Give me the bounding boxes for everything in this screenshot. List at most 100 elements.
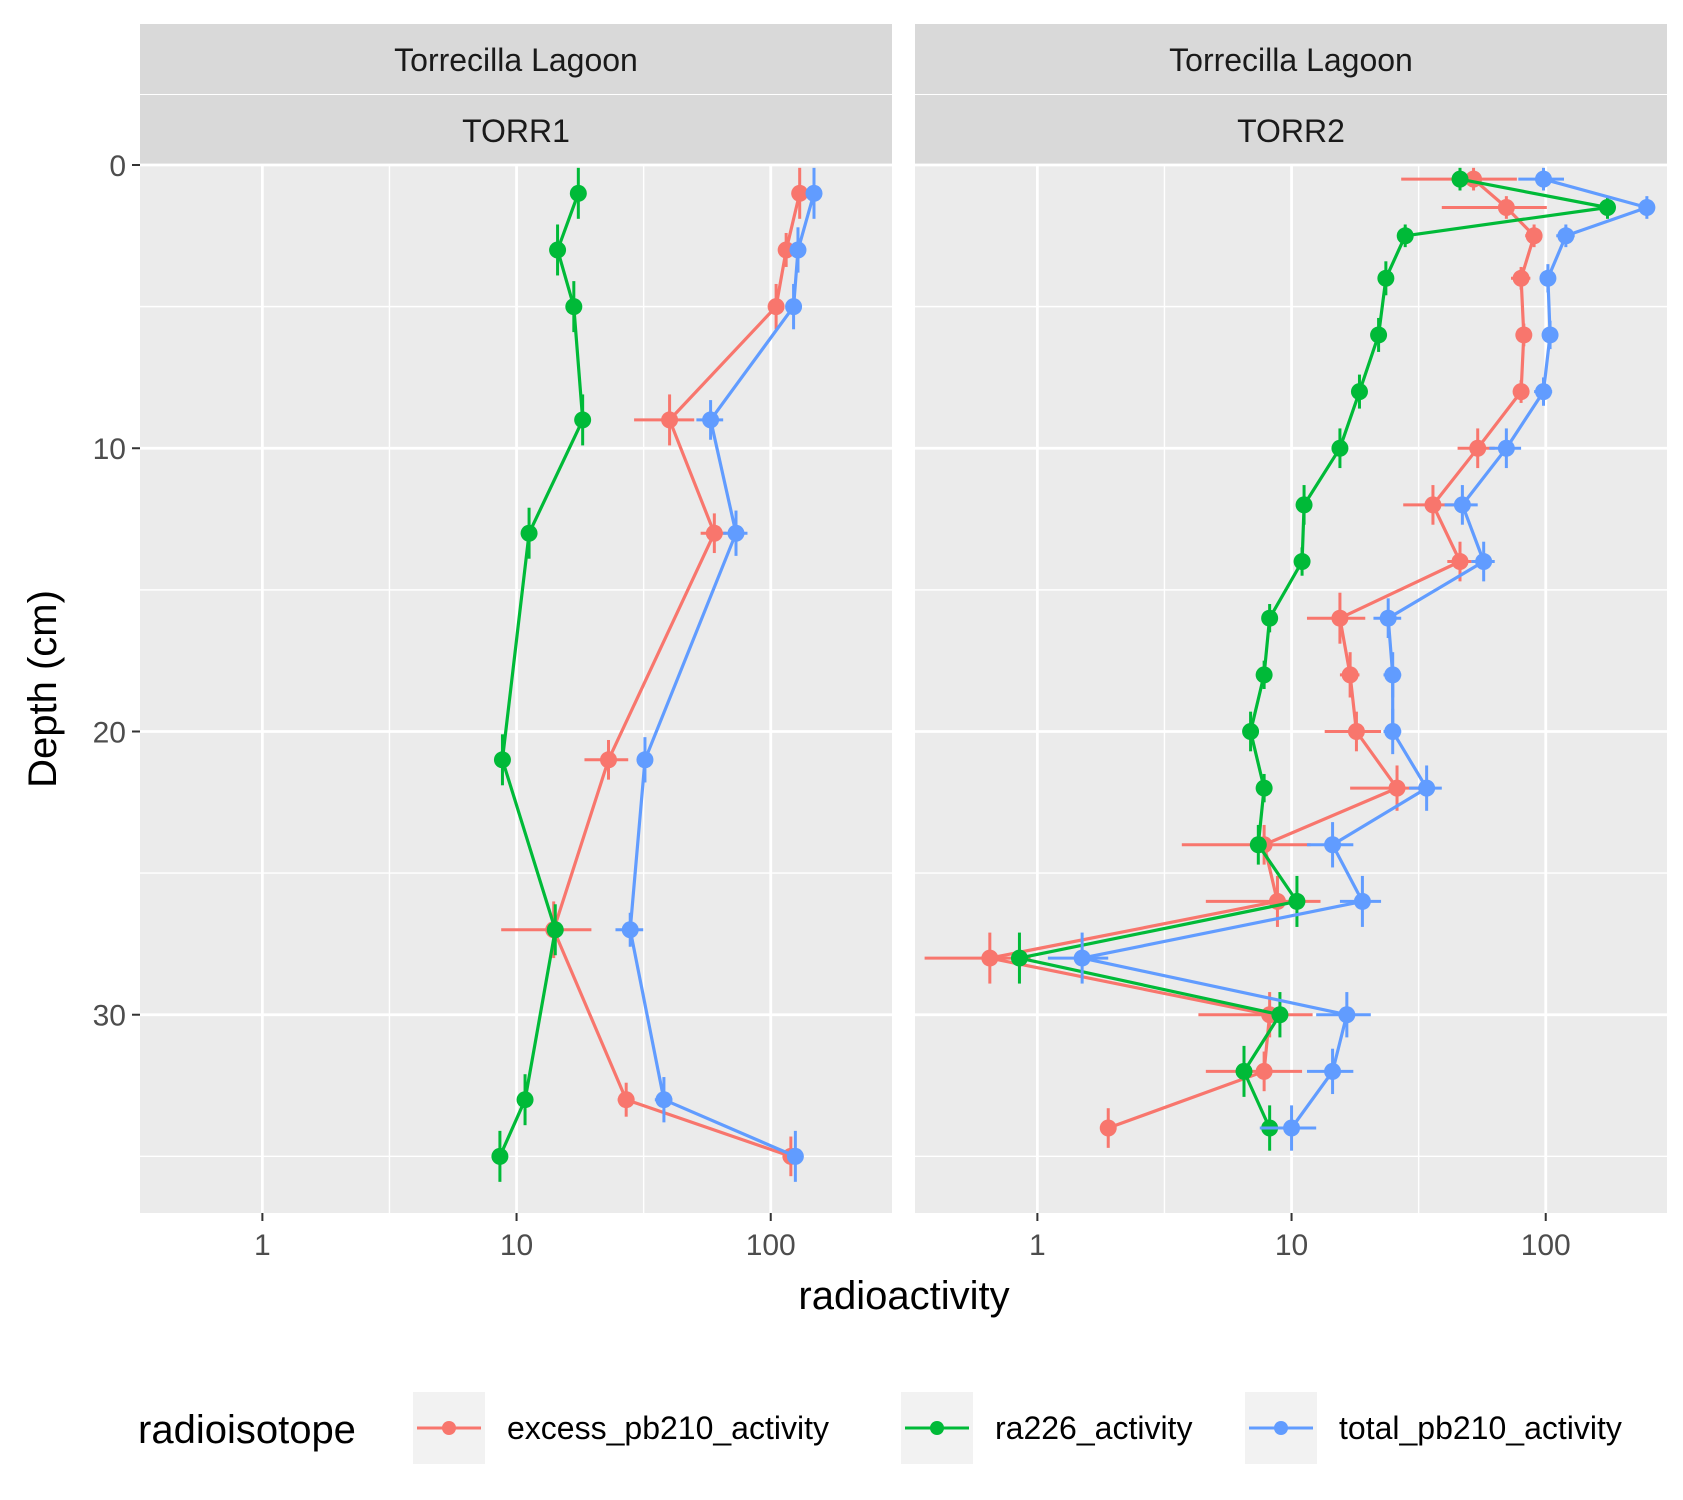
data-point bbox=[789, 227, 807, 273]
point-marker bbox=[1451, 553, 1469, 571]
point-marker bbox=[1638, 198, 1656, 216]
point-marker bbox=[785, 298, 803, 316]
x-tick-100: 100 bbox=[746, 1213, 796, 1262]
x-tick-10: 10 bbox=[1275, 1213, 1308, 1262]
strip-bottom-background bbox=[140, 95, 892, 165]
data-point bbox=[1047, 932, 1109, 984]
point-marker bbox=[1010, 949, 1028, 967]
data-point bbox=[1306, 822, 1354, 868]
point-marker bbox=[1541, 326, 1559, 344]
point-marker bbox=[655, 1091, 673, 1109]
y-tick-30: 30 bbox=[93, 1000, 140, 1033]
panel-torr2: Torrecilla Lagoon TORR2 1 10 100 bbox=[915, 24, 1667, 1262]
series-marks bbox=[491, 167, 823, 1182]
legend-item-total-pb210: total_pb210_activity bbox=[1245, 1392, 1622, 1464]
y-tick-label: 0 bbox=[109, 150, 126, 183]
point-marker bbox=[805, 184, 823, 202]
data-point bbox=[1339, 875, 1382, 927]
x-axis-ticks: 1 10 100 bbox=[254, 1213, 796, 1262]
point-marker bbox=[1341, 666, 1359, 684]
data-point bbox=[785, 283, 803, 330]
point-marker bbox=[1384, 666, 1402, 684]
data-point bbox=[1510, 266, 1531, 290]
point-marker bbox=[1242, 722, 1260, 740]
legend-label: ra226_activity bbox=[995, 1410, 1192, 1446]
data-point bbox=[634, 394, 695, 446]
data-point bbox=[654, 1077, 673, 1123]
strip-bottom-label: TORR2 bbox=[1237, 113, 1345, 149]
point-marker bbox=[493, 751, 511, 769]
data-point bbox=[565, 281, 583, 333]
point-marker bbox=[661, 411, 679, 429]
data-point bbox=[516, 1074, 534, 1126]
data-point bbox=[1471, 541, 1495, 582]
legend-item-ra226: ra226_activity bbox=[901, 1392, 1192, 1464]
data-point bbox=[791, 167, 809, 219]
point-marker bbox=[1557, 227, 1575, 245]
point-marker bbox=[546, 921, 564, 939]
point-marker bbox=[1255, 666, 1273, 684]
data-point bbox=[584, 739, 629, 780]
point-marker bbox=[1525, 227, 1543, 245]
point-marker bbox=[1497, 198, 1515, 216]
x-tick-label: 100 bbox=[746, 1229, 796, 1262]
strip-top-background bbox=[140, 24, 892, 94]
x-tick-1: 1 bbox=[254, 1213, 271, 1262]
x-axis-ticks: 1 10 100 bbox=[1029, 1213, 1571, 1262]
point-marker bbox=[549, 241, 567, 259]
x-axis-title: radioactivity bbox=[798, 1274, 1009, 1318]
x-tick-label: 10 bbox=[500, 1229, 533, 1262]
data-point bbox=[1515, 323, 1533, 347]
data-point bbox=[1288, 875, 1306, 927]
point-marker bbox=[1451, 170, 1469, 188]
gridlines bbox=[140, 163, 892, 1213]
data-point bbox=[1339, 652, 1360, 698]
point-marker bbox=[1295, 496, 1313, 514]
data-point bbox=[1377, 261, 1395, 296]
point-marker bbox=[1324, 1062, 1342, 1080]
point-marker bbox=[1235, 1062, 1253, 1080]
data-point bbox=[1249, 824, 1267, 865]
data-point bbox=[1259, 1105, 1317, 1151]
panel-torr1: Torrecilla Lagoon TORR1 1 10 100 bbox=[140, 24, 892, 1262]
data-point bbox=[1306, 592, 1366, 644]
data-point bbox=[1205, 1051, 1303, 1092]
point-marker bbox=[1099, 1119, 1117, 1137]
point-marker bbox=[636, 751, 654, 769]
data-point bbox=[1444, 485, 1478, 525]
series-ra226-activity bbox=[1010, 167, 1617, 1151]
legend-label: excess_pb210_activity bbox=[507, 1410, 829, 1446]
data-point bbox=[1518, 167, 1564, 191]
data-point bbox=[1383, 652, 1402, 698]
data-point bbox=[1370, 317, 1388, 352]
point-marker bbox=[565, 298, 583, 316]
data-point bbox=[1396, 224, 1414, 248]
y-axis: 0 10 20 30 bbox=[93, 150, 140, 1033]
point-marker bbox=[1255, 779, 1273, 797]
data-point bbox=[1457, 428, 1495, 469]
y-tick-20: 20 bbox=[93, 716, 140, 749]
y-tick-10: 10 bbox=[93, 433, 140, 466]
data-point bbox=[1539, 264, 1557, 293]
point-marker bbox=[1379, 609, 1397, 627]
point-marker bbox=[791, 184, 809, 202]
point-marker bbox=[1475, 553, 1493, 571]
data-point bbox=[1451, 167, 1469, 191]
point-marker bbox=[1512, 269, 1530, 287]
data-point bbox=[786, 1130, 804, 1182]
point-marker bbox=[1255, 1062, 1273, 1080]
point-marker bbox=[1396, 227, 1414, 245]
series-total-pb210-activity bbox=[615, 167, 823, 1182]
legend-key-point bbox=[442, 1421, 456, 1435]
point-marker bbox=[1388, 779, 1406, 797]
point-marker bbox=[789, 241, 807, 259]
x-tick-1: 1 bbox=[1029, 1213, 1046, 1262]
data-point bbox=[805, 167, 823, 219]
data-point bbox=[493, 734, 511, 786]
data-point bbox=[1242, 711, 1260, 752]
x-tick-label: 1 bbox=[1029, 1229, 1046, 1262]
legend-item-excess-pb210: excess_pb210_activity bbox=[413, 1392, 829, 1464]
series-excess-pb210-activity bbox=[501, 167, 809, 1177]
data-point bbox=[1255, 773, 1273, 803]
point-marker bbox=[569, 184, 587, 202]
